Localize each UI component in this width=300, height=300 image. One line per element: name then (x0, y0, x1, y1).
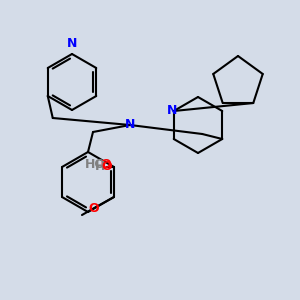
Text: H: H (95, 160, 105, 173)
Text: O: O (89, 202, 99, 215)
Text: N: N (125, 118, 135, 131)
Text: HO: HO (85, 158, 106, 172)
Text: O: O (100, 158, 111, 172)
Text: N: N (67, 37, 77, 50)
Text: N: N (167, 103, 177, 116)
Text: O: O (102, 160, 112, 173)
